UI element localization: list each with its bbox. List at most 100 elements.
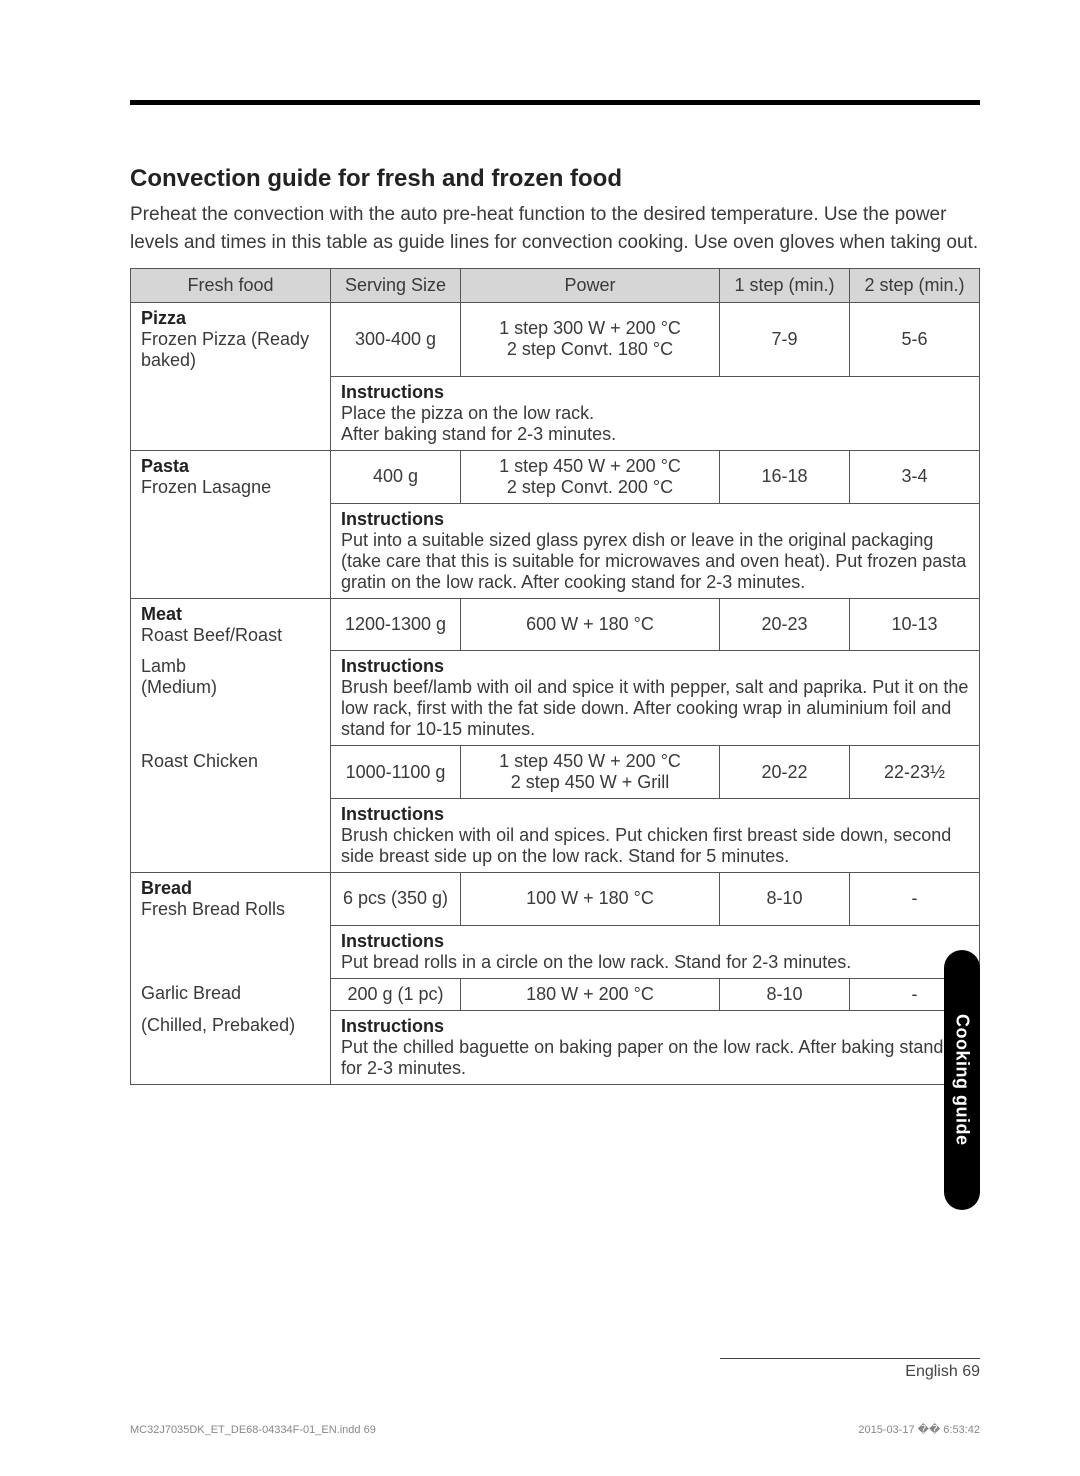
- side-tab: Cooking guide: [944, 950, 980, 1210]
- instructions-label: Instructions: [341, 931, 969, 952]
- instructions-text: Brush chicken with oil and spices. Put c…: [341, 825, 969, 867]
- food-cell-empty: [131, 925, 331, 978]
- th-step2: 2 step (min.): [850, 269, 980, 303]
- power-cell: 100 W + 180 °C: [461, 873, 720, 926]
- food-name: Roast Chicken: [141, 751, 320, 772]
- step2-cell: 5-6: [850, 303, 980, 377]
- table-row: Instructions Put bread rolls in a circle…: [131, 925, 980, 978]
- food-name: Frozen Pizza (Ready baked): [141, 329, 320, 371]
- instructions-label: Instructions: [341, 382, 969, 403]
- instructions-cell: Instructions Place the pizza on the low …: [331, 376, 980, 450]
- table-row: Meat Roast Beef/Roast 1200-1300 g 600 W …: [131, 598, 980, 651]
- table-header-row: Fresh food Serving Size Power 1 step (mi…: [131, 269, 980, 303]
- power-cell: 1 step 450 W + 200 °C 2 step Convt. 200 …: [461, 450, 720, 503]
- step1-cell: 20-22: [720, 746, 850, 799]
- table-row: Lamb (Medium) Instructions Brush beef/la…: [131, 651, 980, 746]
- th-power: Power: [461, 269, 720, 303]
- category-label: Meat: [141, 604, 320, 625]
- table-row: (Chilled, Prebaked) Instructions Put the…: [131, 1010, 980, 1084]
- table-row: Instructions Place the pizza on the low …: [131, 376, 980, 450]
- power-line: 2 step 450 W + Grill: [471, 772, 709, 793]
- size-cell: 6 pcs (350 g): [331, 873, 461, 926]
- instructions-text: Put into a suitable sized glass pyrex di…: [341, 530, 969, 593]
- food-cell: Bread Fresh Bread Rolls: [131, 873, 331, 926]
- instructions-cell: Instructions Put the chilled baguette on…: [331, 1010, 980, 1084]
- step1-cell: 8-10: [720, 873, 850, 926]
- category-label: Pizza: [141, 308, 320, 329]
- size-cell: 300-400 g: [331, 303, 461, 377]
- table-row: Pasta Frozen Lasagne 400 g 1 step 450 W …: [131, 450, 980, 503]
- food-cell-empty: [131, 376, 331, 450]
- size-cell: 200 g (1 pc): [331, 978, 461, 1010]
- food-cell: Roast Chicken: [131, 746, 331, 799]
- instructions-text: After baking stand for 2-3 minutes.: [341, 424, 969, 445]
- power-cell: 180 W + 200 °C: [461, 978, 720, 1010]
- instructions-label: Instructions: [341, 1016, 969, 1037]
- size-cell: 1200-1300 g: [331, 598, 461, 651]
- step1-cell: 8-10: [720, 978, 850, 1010]
- step2-cell: -: [850, 873, 980, 926]
- instructions-label: Instructions: [341, 509, 969, 530]
- th-food: Fresh food: [131, 269, 331, 303]
- food-name: Lamb: [141, 656, 320, 677]
- size-cell: 400 g: [331, 450, 461, 503]
- footer-timestamp: 2015-03-17 �� 6:53:42: [858, 1423, 980, 1436]
- step2-cell: 3-4: [850, 450, 980, 503]
- instructions-cell: Instructions Brush beef/lamb with oil an…: [331, 651, 980, 746]
- instructions-cell: Instructions Put bread rolls in a circle…: [331, 925, 980, 978]
- step2-cell: 22-23½: [850, 746, 980, 799]
- th-step1: 1 step (min.): [720, 269, 850, 303]
- category-label: Pasta: [141, 456, 320, 477]
- instructions-text: Put the chilled baguette on baking paper…: [341, 1037, 969, 1079]
- instructions-text: Put bread rolls in a circle on the low r…: [341, 952, 969, 973]
- food-name: (Medium): [141, 677, 320, 698]
- table-row: Instructions Put into a suitable sized g…: [131, 503, 980, 598]
- section-heading: Convection guide for fresh and frozen fo…: [130, 165, 980, 193]
- power-line: 1 step 450 W + 200 °C: [471, 456, 709, 477]
- size-cell: 1000-1100 g: [331, 746, 461, 799]
- footer-filename: MC32J7035DK_ET_DE68-04334F-01_EN.indd 69: [130, 1424, 376, 1436]
- instructions-text: Place the pizza on the low rack.: [341, 403, 969, 424]
- convection-table: Fresh food Serving Size Power 1 step (mi…: [130, 268, 980, 1085]
- food-cell: (Chilled, Prebaked): [131, 1010, 331, 1084]
- th-size: Serving Size: [331, 269, 461, 303]
- table-row: Pizza Frozen Pizza (Ready baked) 300-400…: [131, 303, 980, 377]
- power-cell: 600 W + 180 °C: [461, 598, 720, 651]
- food-name: (Chilled, Prebaked): [141, 1015, 320, 1036]
- top-rule: [130, 100, 980, 105]
- power-line: 1 step 450 W + 200 °C: [471, 751, 709, 772]
- instructions-cell: Instructions Brush chicken with oil and …: [331, 799, 980, 873]
- power-cell: 1 step 300 W + 200 °C 2 step Convt. 180 …: [461, 303, 720, 377]
- step1-cell: 16-18: [720, 450, 850, 503]
- instructions-cell: Instructions Put into a suitable sized g…: [331, 503, 980, 598]
- food-name: Garlic Bread: [141, 983, 320, 1004]
- power-line: 2 step Convt. 180 °C: [471, 339, 709, 360]
- table-row: Bread Fresh Bread Rolls 6 pcs (350 g) 10…: [131, 873, 980, 926]
- category-label: Bread: [141, 878, 320, 899]
- power-line: 1 step 300 W + 200 °C: [471, 318, 709, 339]
- food-cell: Meat Roast Beef/Roast: [131, 598, 331, 651]
- page-footer: English 69: [720, 1358, 980, 1381]
- instructions-label: Instructions: [341, 804, 969, 825]
- food-cell: Garlic Bread: [131, 978, 331, 1010]
- step1-cell: 7-9: [720, 303, 850, 377]
- food-cell-empty: [131, 503, 331, 598]
- food-name: Fresh Bread Rolls: [141, 899, 320, 920]
- food-name: Roast Beef/Roast: [141, 625, 320, 646]
- power-line: 2 step Convt. 200 °C: [471, 477, 709, 498]
- instructions-text: Brush beef/lamb with oil and spice it wi…: [341, 677, 969, 740]
- instructions-label: Instructions: [341, 656, 969, 677]
- step1-cell: 20-23: [720, 598, 850, 651]
- intro-paragraph: Preheat the convection with the auto pre…: [130, 201, 980, 256]
- side-tab-label: Cooking guide: [952, 1014, 973, 1146]
- food-cell-empty: [131, 799, 331, 873]
- table-row: Garlic Bread 200 g (1 pc) 180 W + 200 °C…: [131, 978, 980, 1010]
- table-row: Roast Chicken 1000-1100 g 1 step 450 W +…: [131, 746, 980, 799]
- table-row: Instructions Brush chicken with oil and …: [131, 799, 980, 873]
- power-cell: 1 step 450 W + 200 °C 2 step 450 W + Gri…: [461, 746, 720, 799]
- food-cell: Pasta Frozen Lasagne: [131, 450, 331, 503]
- food-cell: Pizza Frozen Pizza (Ready baked): [131, 303, 331, 377]
- food-cell: Lamb (Medium): [131, 651, 331, 746]
- step2-cell: 10-13: [850, 598, 980, 651]
- food-name: Frozen Lasagne: [141, 477, 320, 498]
